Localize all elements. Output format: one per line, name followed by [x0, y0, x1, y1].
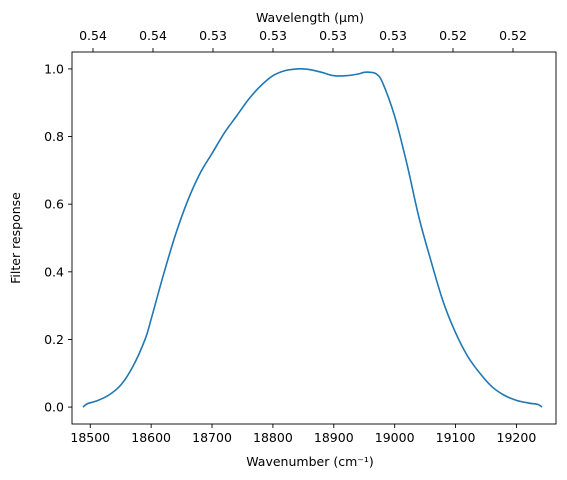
top-tick-label: 0.53	[319, 28, 347, 43]
plot-area	[71, 51, 557, 425]
y-axis-ticks: 0.0 0.2 0.4 0.6 0.8 1.0	[44, 61, 72, 415]
y-tick-label: 0.8	[44, 129, 64, 144]
x-tick-label: 18700	[192, 430, 232, 445]
x-axis-title: Wavenumber (cm⁻¹)	[246, 454, 373, 469]
y-axis-title: Filter response	[8, 192, 23, 284]
x-tick-label: 18800	[253, 430, 293, 445]
top-tick-label: 0.53	[379, 28, 407, 43]
top-axis-title: Wavelength (μm)	[256, 10, 364, 25]
top-tick-label: 0.54	[139, 28, 167, 43]
top-tick-label: 0.52	[439, 28, 467, 43]
top-axis-ticks: 0.54 0.54 0.53 0.53 0.53 0.53 0.52 0.52	[79, 28, 527, 52]
y-tick-label: 0.2	[44, 332, 64, 347]
top-tick-label: 0.53	[259, 28, 287, 43]
x-tick-label: 18600	[131, 430, 171, 445]
x-tick-label: 18500	[70, 430, 110, 445]
top-tick-label: 0.52	[499, 28, 527, 43]
series-layer	[82, 67, 543, 408]
top-tick-label: 0.53	[199, 28, 227, 43]
y-tick-label: 0.0	[44, 400, 64, 415]
x-tick-label: 19100	[436, 430, 476, 445]
x-tick-label: 19000	[375, 430, 415, 445]
y-tick-label: 1.0	[44, 61, 64, 76]
top-tick-label: 0.54	[79, 28, 107, 43]
y-tick-label: 0.6	[44, 197, 64, 212]
x-axis-ticks: 18500 18600 18700 18800 18900 19000 19100 19200	[70, 424, 536, 445]
y-tick-label: 0.4	[44, 264, 64, 279]
filter-response-line	[82, 67, 543, 408]
x-tick-label: 18900	[314, 430, 354, 445]
x-tick-label: 19200	[497, 430, 537, 445]
